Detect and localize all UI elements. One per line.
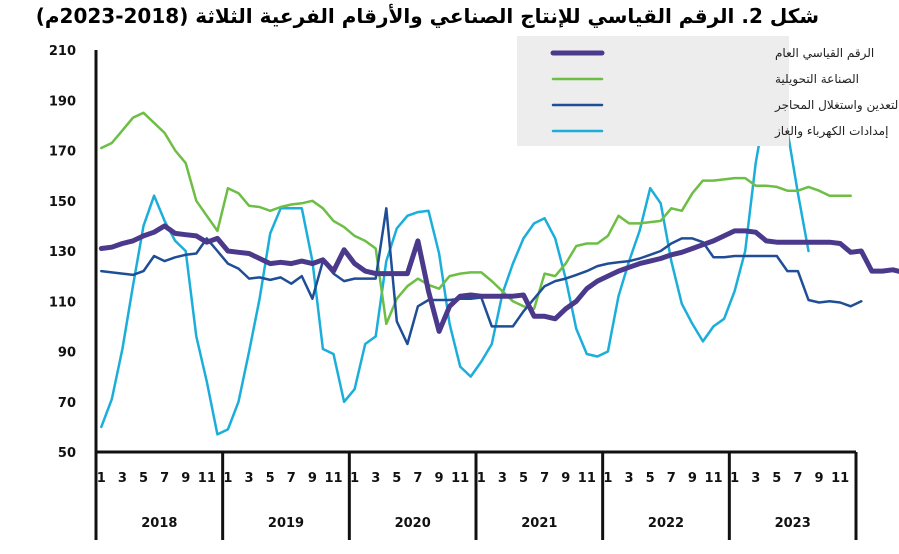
month-tick-label: 5 [139,471,148,486]
series-layer [98,96,899,436]
month-tick-label: 9 [435,471,444,486]
series-line-3 [100,96,810,436]
month-tick-label: 5 [519,471,528,486]
month-tick-label: 1 [350,471,359,486]
month-tick-label: 11 [324,471,342,486]
series-line-0 [98,223,899,334]
month-tick-label: 9 [181,471,190,486]
year-label: 2020 [395,516,431,531]
y-tick-label: 210 [49,44,76,59]
y-tick-label: 130 [49,245,76,260]
month-tick-label: 11 [451,471,469,486]
month-tick-label: 5 [392,471,401,486]
year-label: 2021 [521,516,557,531]
month-tick-label: 3 [118,471,127,486]
month-tick-label: 7 [540,471,549,486]
month-tick-label: 1 [730,471,739,486]
legend-label: الرقم القياسي العام [775,46,874,61]
month-tick-label: 11 [704,471,722,486]
month-tick-label: 3 [625,471,634,486]
month-tick-label: 9 [688,471,697,486]
month-tick-label: 1 [477,471,486,486]
legend-layer: الرقم القياسي العام الصناعة التحويلية التع… [517,36,899,146]
year-label: 2022 [648,516,684,531]
month-tick-label: 5 [266,471,275,486]
month-tick-label: 3 [245,471,254,486]
month-tick-label: 1 [223,471,232,486]
month-tick-label: 9 [561,471,570,486]
month-tick-label: 9 [815,471,824,486]
month-tick-label: 5 [646,471,655,486]
month-tick-label: 3 [751,471,760,486]
month-tick-label: 5 [772,471,781,486]
year-label: 2023 [775,516,811,531]
y-tick-label: 190 [49,94,76,109]
month-tick-label: 7 [793,471,802,486]
legend-label: التعدين واستغلال المحاجر [774,98,899,113]
month-tick-label: 7 [287,471,296,486]
month-tick-label: 1 [97,471,106,486]
month-tick-label: 7 [160,471,169,486]
legend-label: الصناعة التحويلية [775,72,859,87]
year-label: 2018 [141,516,177,531]
month-tick-label: 3 [371,471,380,486]
month-tick-label: 1 [603,471,612,486]
chart-title: شكل 2. الرقم القياسي للإنتاج الصناعي وال… [35,4,819,28]
month-tick-label: 7 [413,471,422,486]
month-tick-label: 3 [498,471,507,486]
legend-label: إمدادات الكهرباء والغاز [774,124,888,139]
month-tick-label: 9 [308,471,317,486]
y-tick-label: 110 [49,295,76,310]
month-tick-label: 11 [198,471,216,486]
y-tick-label: 50 [58,446,76,461]
series-line-1 [100,111,852,326]
month-tick-label: 11 [578,471,596,486]
y-tick-label: 170 [49,145,76,160]
y-tick-label: 150 [49,195,76,210]
month-tick-label: 7 [667,471,676,486]
year-label: 2019 [268,516,304,531]
y-tick-label: 70 [58,396,76,411]
y-tick-label: 90 [58,346,76,361]
month-tick-label: 11 [831,471,849,486]
